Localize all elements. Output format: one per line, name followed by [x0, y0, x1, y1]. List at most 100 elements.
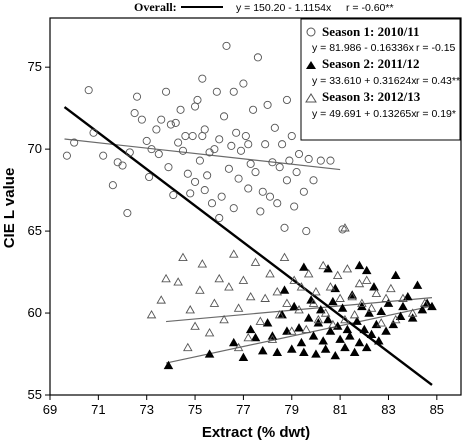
season1-equation: y = 81.986 - 0.16336x — [312, 42, 415, 54]
season2-point — [354, 337, 365, 347]
season1-point — [215, 213, 224, 223]
season2-point — [337, 303, 348, 312]
season2-point — [345, 331, 355, 340]
season3-point — [381, 293, 391, 302]
season2-point — [330, 350, 341, 360]
season3-point — [354, 278, 365, 288]
season2-point — [328, 296, 338, 306]
season3-point — [301, 324, 312, 334]
season2-point — [250, 332, 261, 342]
season1-point — [244, 184, 253, 193]
series-legend: Season 1: 2010/11 y = 81.986 - 0.16336x … — [300, 18, 461, 141]
season1-point — [195, 156, 204, 165]
season2-point — [390, 270, 401, 279]
season3-point — [289, 275, 299, 284]
season3-point — [419, 298, 430, 307]
season2-equation: y = 33.610 + 0.31624x — [312, 75, 417, 87]
season2-point — [369, 282, 379, 291]
overall-legend: Overall: y = 150.20 - 1.1154x r = -0.60*… — [134, 0, 394, 14]
season3-point — [224, 282, 234, 291]
season1-point — [217, 192, 226, 201]
overall-regression-line — [63, 106, 433, 386]
season1-legend-label: Season 1: 2010/11 — [322, 24, 420, 39]
season1-point — [145, 172, 154, 182]
season2-point — [238, 352, 249, 361]
season2-point — [374, 336, 384, 345]
plot-frame — [49, 17, 462, 396]
season1-point — [215, 135, 224, 144]
season1-point — [229, 204, 238, 213]
season2-point — [316, 305, 326, 314]
season3-point — [332, 270, 343, 279]
season2-point — [388, 319, 399, 329]
season2-point — [323, 314, 333, 324]
season1-point — [147, 145, 156, 154]
season2-legend-marker — [306, 61, 316, 69]
season2-point — [395, 311, 406, 320]
overall-label: Overall: — [134, 0, 177, 14]
season1-point — [171, 118, 180, 127]
season1-point — [166, 120, 175, 129]
season1-point — [123, 209, 132, 218]
y-tick-label: 70 — [28, 141, 42, 156]
season2-point — [163, 360, 174, 370]
season3-point — [398, 293, 408, 302]
season2-point — [320, 344, 331, 353]
season3-point — [214, 273, 225, 283]
season3-point — [219, 314, 229, 324]
season1-point — [154, 149, 163, 159]
season2-point — [366, 329, 377, 339]
season1-point — [229, 87, 238, 96]
season1-point — [203, 171, 212, 180]
season1-point — [227, 141, 236, 150]
season1-point — [70, 138, 79, 147]
season1-point — [268, 158, 277, 167]
season3-point — [296, 282, 307, 291]
season1-point — [258, 187, 267, 196]
season2-point — [376, 306, 386, 316]
season3-point — [311, 287, 321, 296]
season1-point — [273, 199, 282, 208]
season2-point — [427, 301, 437, 311]
x-tick-label: 71 — [91, 402, 105, 417]
season1-point — [84, 86, 93, 95]
season1-point — [108, 181, 117, 190]
season2-point — [296, 337, 307, 347]
season3-point — [238, 275, 249, 284]
season1-point — [224, 164, 233, 173]
season1-point — [125, 148, 134, 157]
season1-point — [304, 154, 313, 164]
season1-point — [316, 156, 325, 165]
season1-point — [132, 92, 142, 101]
season2-point — [383, 298, 394, 307]
season3-point — [195, 285, 205, 294]
axis-ticks: 69 71 73 75 77 79 81 83 85 55 60 65 70 75 — [28, 59, 445, 417]
season3-point — [347, 291, 357, 301]
season2-point — [364, 308, 374, 317]
season1-point — [280, 223, 289, 232]
season3-point — [272, 287, 283, 296]
season1-point — [326, 156, 335, 165]
season3-point — [303, 268, 314, 278]
season2-point — [294, 323, 304, 332]
season1-point — [234, 174, 243, 183]
season1-point — [137, 115, 146, 124]
season3-legend-marker — [305, 93, 317, 103]
season1-r-value: r = -0.15 — [416, 42, 456, 54]
season3-point — [366, 303, 377, 312]
season1-point — [299, 187, 308, 196]
season1-point — [256, 207, 265, 216]
season1-point — [222, 41, 231, 50]
season2-point — [354, 260, 365, 270]
y-tick-label: 60 — [28, 305, 42, 320]
season1-point — [191, 177, 200, 186]
season1-point — [302, 227, 311, 236]
x-tick-label: 69 — [43, 402, 57, 417]
season2-point — [286, 344, 297, 353]
x-axis-title: Extract (% dwt) — [202, 424, 310, 441]
season3-point — [243, 332, 254, 342]
season1-point — [294, 149, 304, 159]
season2-point — [262, 318, 273, 327]
season2-point — [299, 347, 309, 357]
season1-point — [169, 190, 178, 200]
